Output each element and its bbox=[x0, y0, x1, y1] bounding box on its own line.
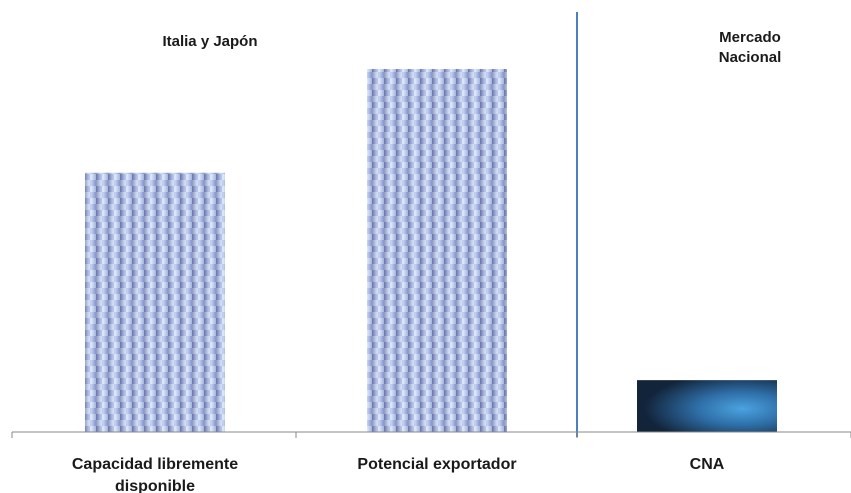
group-label-line: Nacional bbox=[719, 49, 782, 66]
x-axis-ticks bbox=[11, 432, 851, 438]
group-label-1: Mercado Nacional bbox=[719, 29, 782, 66]
group-label-line: Mercado bbox=[719, 29, 781, 46]
bar-1 bbox=[367, 69, 507, 432]
category-label-2: CNA bbox=[690, 456, 725, 473]
category-label-line: Capacidad libremente bbox=[72, 456, 238, 473]
category-label-1: Potencial exportador bbox=[357, 456, 516, 473]
category-label-line: CNA bbox=[690, 456, 725, 473]
category-label-0: Capacidad libremente disponible bbox=[72, 456, 238, 493]
category-labels: Capacidad libremente disponible Potencial … bbox=[72, 456, 725, 493]
bar-0 bbox=[85, 172, 225, 433]
category-label-line: disponible bbox=[115, 478, 195, 493]
category-label-line: Potencial exportador bbox=[357, 456, 516, 473]
bar-2 bbox=[637, 380, 777, 432]
bars-group bbox=[85, 69, 777, 433]
group-labels: Italia y Japón Mercado Nacional bbox=[162, 29, 781, 66]
group-label-line: Italia y Japón bbox=[162, 33, 257, 50]
group-label-0: Italia y Japón bbox=[162, 33, 257, 50]
